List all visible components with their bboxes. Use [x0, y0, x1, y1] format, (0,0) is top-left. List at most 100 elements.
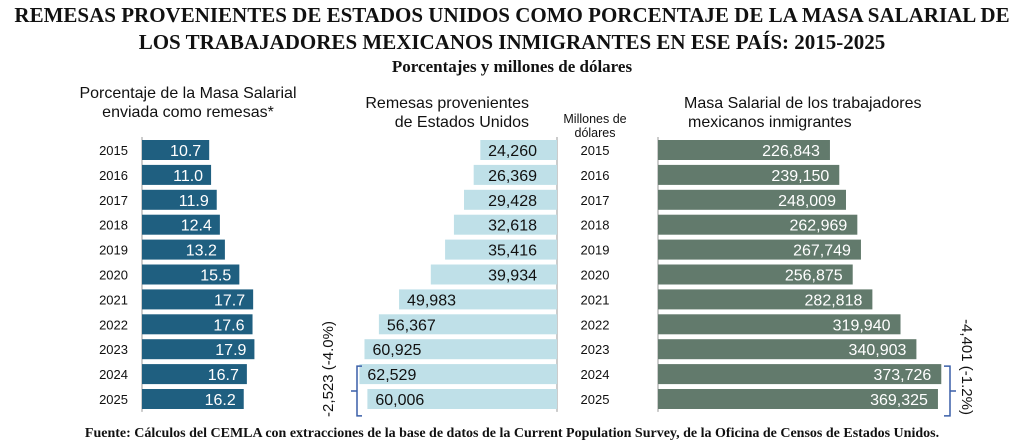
left-bar-value-label: 16.7 — [208, 367, 239, 384]
right-bar-value-label: 256,875 — [785, 268, 843, 285]
right-bar-value-label: 239,150 — [771, 168, 829, 185]
left-bar-value-label: 11.0 — [173, 168, 203, 185]
middle-year-label: 2017 — [581, 193, 610, 208]
source-footer-row: Fuente: Cálculos del CEMLA con extraccio… — [0, 425, 1024, 443]
left-bar-value-label: 17.7 — [214, 292, 245, 309]
middle-bar — [473, 164, 557, 185]
middle-year-label: 2024 — [581, 367, 610, 382]
left-year-label: 2025 — [99, 392, 128, 407]
middle-year-label: 2022 — [581, 317, 610, 332]
middle-change-annotation: -2,523 (-4.0%) — [320, 321, 337, 417]
right-change-bracket — [944, 365, 956, 417]
left-bar — [142, 214, 220, 235]
left-panel-title-line1: Porcentaje de la Masa Salarial — [79, 85, 297, 102]
right-bar — [658, 289, 873, 310]
middle-change-bracket — [351, 365, 362, 417]
right-panel-title-line2: mexicanos inmigrantes — [688, 114, 852, 131]
middle-bar — [399, 289, 557, 310]
middle-panel-title: Remesas provenientes de Estados Unidos — [355, 94, 529, 132]
left-panel-title-line2: enviada como remesas* — [102, 104, 274, 121]
right-bar — [658, 364, 942, 385]
left-bar — [142, 239, 225, 260]
left-year-label: 2024 — [99, 367, 128, 382]
left-bar — [142, 339, 255, 360]
left-bar-value-label: 12.4 — [181, 218, 212, 235]
left-bar-value-label: 10.7 — [170, 143, 201, 160]
middle-year-label: 2018 — [581, 218, 610, 233]
right-bar-value-label: 248,009 — [778, 193, 836, 210]
right-bar-value-label: 267,749 — [793, 243, 851, 260]
middle-bar-value-label: 29,428 — [488, 193, 537, 210]
source-footer: Fuente: Cálculos del CEMLA con extraccio… — [84, 426, 940, 441]
middle-bar-value-label: 62,529 — [367, 367, 416, 384]
middle-bar-value-label: 35,416 — [488, 243, 537, 260]
middle-year-label: 2025 — [581, 392, 610, 407]
middle-year-label: 2015 — [581, 143, 610, 158]
middle-bar — [359, 364, 557, 385]
left-year-label: 2016 — [99, 168, 128, 183]
unit-line1: Millones de — [563, 112, 627, 126]
left-bar — [142, 314, 253, 335]
right-bar — [658, 264, 853, 285]
middle-year-label: 2023 — [581, 342, 610, 357]
chart-title-line2-row: LOS TRABAJADORES MEXICANOS INMIGRANTES E… — [0, 30, 1024, 54]
middle-bar-value-label: 60,925 — [372, 342, 421, 359]
right-bar-value-label: 340,903 — [849, 342, 907, 359]
right-bar-value-label: 373,726 — [873, 367, 931, 384]
middle-panel-unit: Millones de dólares — [558, 112, 632, 140]
chart-subtitle: Porcentajes y millones de dólares — [391, 57, 633, 76]
middle-bar — [364, 339, 557, 360]
middle-year-label: 2020 — [581, 268, 610, 283]
middle-bar — [378, 314, 557, 335]
chart-title-line2: LOS TRABAJADORES MEXICANOS INMIGRANTES E… — [138, 30, 886, 54]
middle-bar-value-label: 56,367 — [387, 317, 436, 334]
left-bar-value-label: 17.9 — [215, 342, 246, 359]
middle-bar — [445, 239, 557, 260]
left-bar — [142, 389, 244, 409]
left-bar — [142, 140, 210, 160]
left-bar-value-label: 15.5 — [200, 268, 231, 285]
left-year-label: 2020 — [99, 268, 128, 283]
right-bar-value-label: 282,818 — [805, 292, 863, 309]
left-year-label: 2023 — [99, 342, 128, 357]
right-bar-value-label: 226,843 — [762, 143, 820, 160]
left-year-label: 2022 — [99, 317, 128, 332]
right-bar — [658, 314, 901, 335]
right-panel-title: Masa Salarial de los trabajadores mexica… — [684, 94, 921, 132]
chart-title-line1-row: REMESAS PROVENIENTES DE ESTADOS UNIDOS C… — [0, 3, 1024, 27]
right-change-annotation: -4,401 (-1.2%) — [958, 319, 975, 415]
right-panel-title-line1: Masa Salarial de los trabajadores — [684, 95, 922, 112]
left-bar-value-label: 16.2 — [205, 392, 236, 409]
right-bar — [658, 164, 840, 185]
right-bar — [658, 189, 846, 210]
middle-bar-value-label: 60,006 — [375, 392, 424, 409]
middle-bar-value-label: 49,983 — [407, 292, 456, 309]
right-bar — [658, 214, 858, 235]
middle-bar — [464, 189, 557, 210]
left-bar — [142, 289, 254, 310]
left-bar — [142, 164, 212, 185]
chart-title-line1: REMESAS PROVENIENTES DE ESTADOS UNIDOS C… — [14, 3, 1010, 27]
middle-bar — [367, 389, 557, 409]
middle-year-label: 2019 — [581, 243, 610, 258]
middle-year-label: 2021 — [581, 292, 610, 307]
right-bar — [658, 339, 917, 360]
middle-bar-value-label: 39,934 — [488, 268, 537, 285]
left-bar — [142, 364, 247, 385]
left-bar — [142, 264, 240, 285]
right-bar-value-label: 369,325 — [870, 392, 928, 409]
middle-bar-value-label: 32,618 — [488, 218, 537, 235]
left-year-label: 2018 — [99, 218, 128, 233]
middle-bar — [480, 140, 557, 160]
left-bar-value-label: 17.6 — [213, 317, 244, 334]
middle-panel-title-line1: Remesas provenientes — [365, 95, 529, 112]
middle-bar — [430, 264, 557, 285]
middle-panel-title-line2: de Estados Unidos — [394, 114, 529, 131]
right-bar-value-label: 319,940 — [833, 317, 891, 334]
left-year-label: 2021 — [99, 292, 128, 307]
right-bar — [658, 140, 830, 160]
left-year-label: 2017 — [99, 193, 128, 208]
middle-year-label: 2016 — [581, 168, 610, 183]
left-year-label: 2015 — [99, 143, 128, 158]
